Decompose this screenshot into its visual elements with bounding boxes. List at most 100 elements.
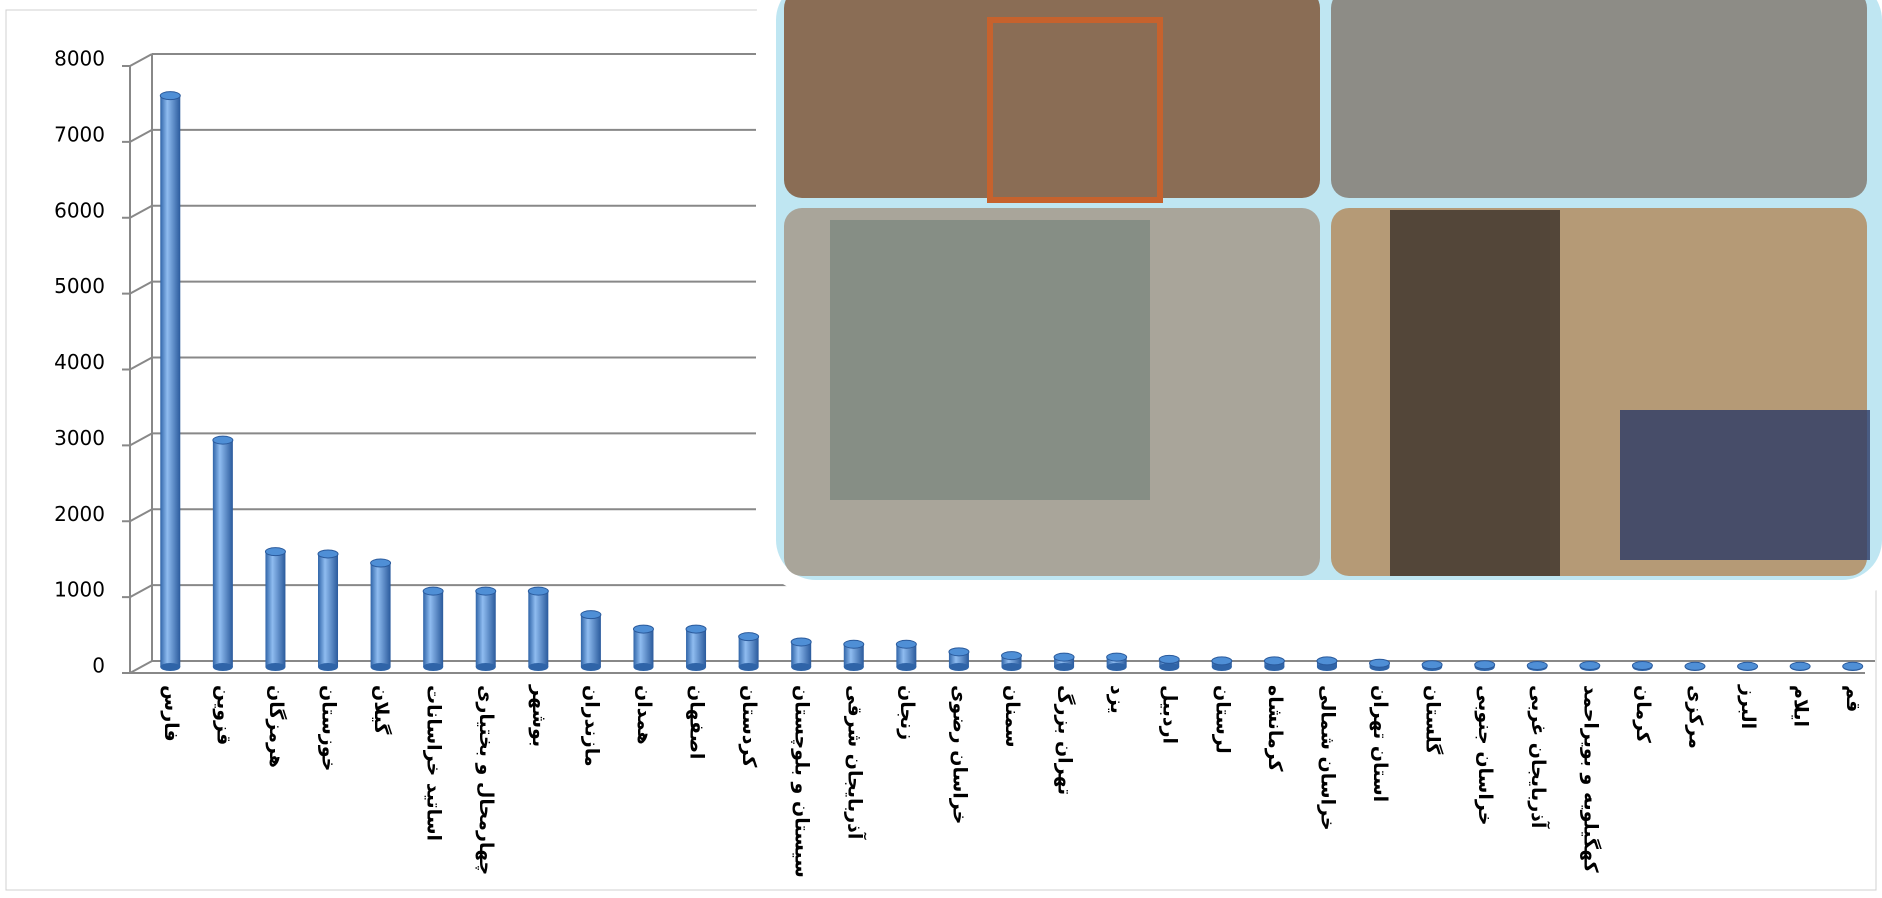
bar-base [791, 663, 811, 671]
x-tick-label: مرکزی [1684, 685, 1706, 749]
y-tick-label: 6000 [54, 198, 105, 222]
bar-base [1159, 663, 1179, 671]
y-tick-label: 4000 [54, 350, 105, 374]
x-tick-label: آذربایجان غربی [1527, 685, 1551, 829]
bar-top [1317, 657, 1337, 665]
x-tick-label: استان تهران [1369, 685, 1391, 802]
x-tick-label: همدان [633, 685, 655, 745]
y-tick-label: 8000 [54, 47, 105, 71]
bar-top [1159, 655, 1179, 663]
bar-top [633, 625, 653, 633]
bar-top [1107, 653, 1127, 661]
bar-top [949, 648, 969, 656]
page: {"chart_data": {"type": "bar", "color": … [0, 0, 1882, 898]
grid-line [130, 661, 152, 673]
x-tick-label: سیستان و بلوچستان [791, 685, 813, 878]
bar-top [1475, 661, 1495, 669]
y-tick-label: 7000 [54, 122, 105, 146]
bar-top [318, 550, 338, 558]
photo-detail [1620, 410, 1870, 560]
bar [633, 629, 653, 667]
y-tick-label: 3000 [54, 426, 105, 450]
grid-line [130, 130, 152, 142]
bar-top [739, 633, 759, 641]
y-tick-label: 2000 [54, 502, 105, 526]
x-tick-label: خراسان شمالی [1316, 685, 1338, 831]
x-tick-label: اردبیل [1159, 685, 1181, 744]
bar-top [1527, 661, 1547, 669]
bar-top [1790, 662, 1810, 670]
bar-base [1002, 663, 1022, 671]
bar-top [581, 611, 601, 619]
bar-base [423, 663, 443, 671]
bar-base [476, 663, 496, 671]
bar [423, 591, 443, 667]
bar-top [1685, 662, 1705, 670]
photo-detail [1390, 210, 1560, 576]
bar [213, 440, 233, 667]
chart: 010002000300040005000600070008000فارسقزو… [0, 0, 1882, 898]
grid-line [130, 509, 152, 521]
x-tick-label: مازندران [580, 685, 602, 767]
bar [265, 552, 285, 667]
y-tick-label: 1000 [54, 578, 105, 602]
bar-top [791, 638, 811, 646]
bar-top [1264, 657, 1284, 665]
bar-top [265, 548, 285, 556]
bar-top [1212, 657, 1232, 665]
x-tick-label: کهگیلویه و بویراحمد [1579, 685, 1602, 874]
grid-line [130, 358, 152, 370]
bar-base [686, 663, 706, 671]
x-tick-label: اساتید خراسانات [423, 685, 445, 841]
x-tick-label: سمنان [1001, 685, 1023, 748]
bar-base [371, 663, 391, 671]
photo-detail [830, 220, 1150, 500]
bar-top [844, 640, 864, 648]
x-tick-label: خوزستان [318, 685, 340, 771]
grid-line [130, 54, 152, 66]
x-tick-label: آذربایجان شرقی [843, 685, 867, 840]
bar-top [371, 559, 391, 567]
bar-top [1738, 662, 1758, 670]
bar [160, 96, 180, 667]
bar-top [528, 587, 548, 595]
x-tick-label: گلستان [1422, 685, 1445, 755]
photo [784, 0, 1320, 198]
bar-top [896, 640, 916, 648]
x-tick-label: تهران بزرگ [1054, 685, 1077, 795]
bar-top [1002, 652, 1022, 660]
bar-base [318, 663, 338, 671]
x-tick-label: البرز [1737, 684, 1759, 729]
x-tick-label: خراسان رضوی [948, 685, 970, 824]
x-tick-label: یزد [1106, 685, 1128, 714]
bar [318, 554, 338, 667]
bar-top [1370, 659, 1390, 667]
bar-base [213, 663, 233, 671]
bar-base [265, 663, 285, 671]
grid-line [130, 206, 152, 218]
bar-base [528, 663, 548, 671]
x-tick-label: چهارمحال و بختیاری [475, 685, 497, 875]
x-tick-label: کردستان [738, 685, 760, 768]
x-tick-label: لرستان [1211, 685, 1233, 754]
x-tick-label: ایلام [1790, 685, 1812, 727]
bar [581, 615, 601, 667]
grid-line [130, 433, 152, 445]
x-tick-label: گیلان [370, 685, 393, 735]
bar-top [213, 436, 233, 444]
bar-base [896, 663, 916, 671]
bar-top [1632, 661, 1652, 669]
grid-line [130, 282, 152, 294]
bar-top [160, 92, 180, 100]
bar-top [1580, 661, 1600, 669]
bar-top [1422, 661, 1442, 669]
bar-base [633, 663, 653, 671]
bar-base [1107, 663, 1127, 671]
bar [739, 637, 759, 667]
x-tick-label: قزوین [212, 685, 234, 745]
bar-top [476, 587, 496, 595]
bar [476, 591, 496, 667]
x-tick-label: خراسان جنوبی [1474, 685, 1496, 825]
bar-base [1054, 663, 1074, 671]
bar-base [949, 663, 969, 671]
